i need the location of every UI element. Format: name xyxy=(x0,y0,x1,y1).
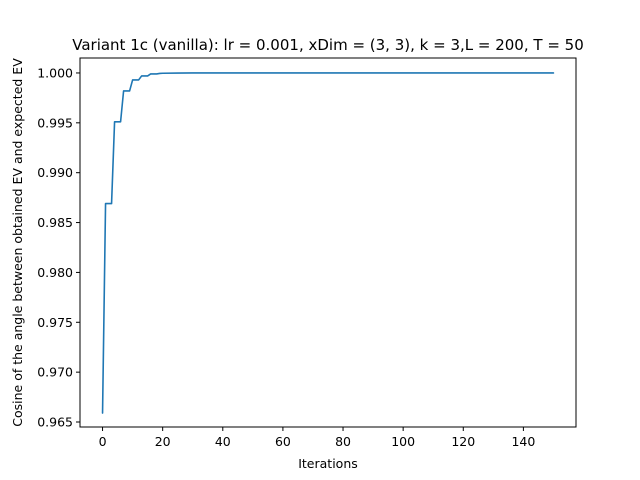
y-tick-label: 0.980 xyxy=(37,265,73,280)
x-tick-label: 40 xyxy=(215,434,231,449)
y-tick-label: 0.975 xyxy=(37,315,73,330)
series-line-1 xyxy=(101,72,555,414)
y-tick-label: 1.000 xyxy=(37,65,73,80)
x-axis: 0 20 40 60 80 100 120 140 xyxy=(99,427,535,449)
y-axis: 0.965 0.970 0.975 0.980 0.985 0.990 0.995 1.000 xyxy=(37,65,80,430)
x-tick-label: 120 xyxy=(451,434,475,449)
x-tick-label: 80 xyxy=(335,434,351,449)
x-axis-label: Iterations xyxy=(298,456,358,471)
y-tick-label: 0.990 xyxy=(37,165,73,180)
y-tick-label: 0.995 xyxy=(37,115,73,130)
series-layer xyxy=(101,72,555,414)
y-tick-label: 0.965 xyxy=(37,415,73,430)
x-tick-label: 100 xyxy=(391,434,415,449)
axes-frame xyxy=(79,57,577,428)
chart-title: Variant 1c (vanilla): lr = 0.001, xDim =… xyxy=(72,36,584,54)
x-tick-label: 60 xyxy=(275,434,291,449)
x-tick-label: 0 xyxy=(99,434,107,449)
y-tick-label: 0.970 xyxy=(37,365,73,380)
y-axis-label: Cosine of the angle between obtained EV … xyxy=(10,58,25,427)
x-tick-label: 20 xyxy=(155,434,171,449)
x-tick-label: 140 xyxy=(511,434,535,449)
y-tick-label: 0.985 xyxy=(37,215,73,230)
